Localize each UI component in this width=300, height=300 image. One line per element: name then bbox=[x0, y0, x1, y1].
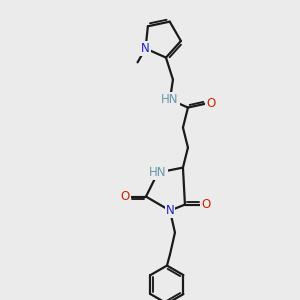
Text: O: O bbox=[120, 190, 130, 203]
Text: HN: HN bbox=[149, 166, 167, 179]
Text: N: N bbox=[141, 42, 150, 55]
Text: O: O bbox=[201, 198, 211, 211]
Text: O: O bbox=[206, 97, 216, 110]
Text: N: N bbox=[166, 204, 174, 217]
Text: HN: HN bbox=[161, 93, 179, 106]
